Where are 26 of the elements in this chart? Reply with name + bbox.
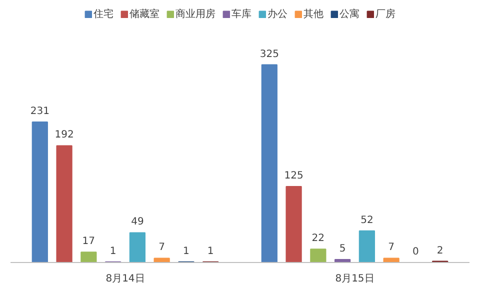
data-label: 22 (312, 233, 325, 244)
x-tick-label: 8月14日 (106, 274, 145, 284)
data-label: 1 (207, 246, 214, 257)
data-label: 192 (54, 130, 74, 141)
legend-label: 商业用房 (176, 8, 216, 21)
data-label: 7 (388, 242, 395, 254)
data-label: 52 (360, 214, 374, 226)
data-label: 49 (131, 216, 144, 228)
x-tick-label: 8月15日 (335, 274, 374, 284)
data-label: 5 (339, 243, 346, 254)
legend-label: 车库 (232, 8, 252, 21)
legend-label: 办公 (268, 8, 288, 21)
legend-label: 其他 (304, 8, 324, 21)
data-label: 7 (158, 242, 166, 254)
data-label: 2 (436, 245, 444, 256)
data-label: 17 (82, 236, 96, 248)
legend-label: 住宅 (94, 8, 114, 21)
data-label: 1 (183, 246, 190, 257)
legend-label: 储藏室 (130, 8, 160, 21)
data-label: 0 (412, 246, 419, 258)
legend-label: 厂房 (376, 8, 396, 21)
data-label: 231 (30, 106, 50, 117)
data-label: 125 (284, 170, 304, 182)
legend-label: 公寓 (340, 8, 360, 21)
data-label: 325 (260, 48, 279, 60)
data-label: 1 (110, 246, 116, 257)
